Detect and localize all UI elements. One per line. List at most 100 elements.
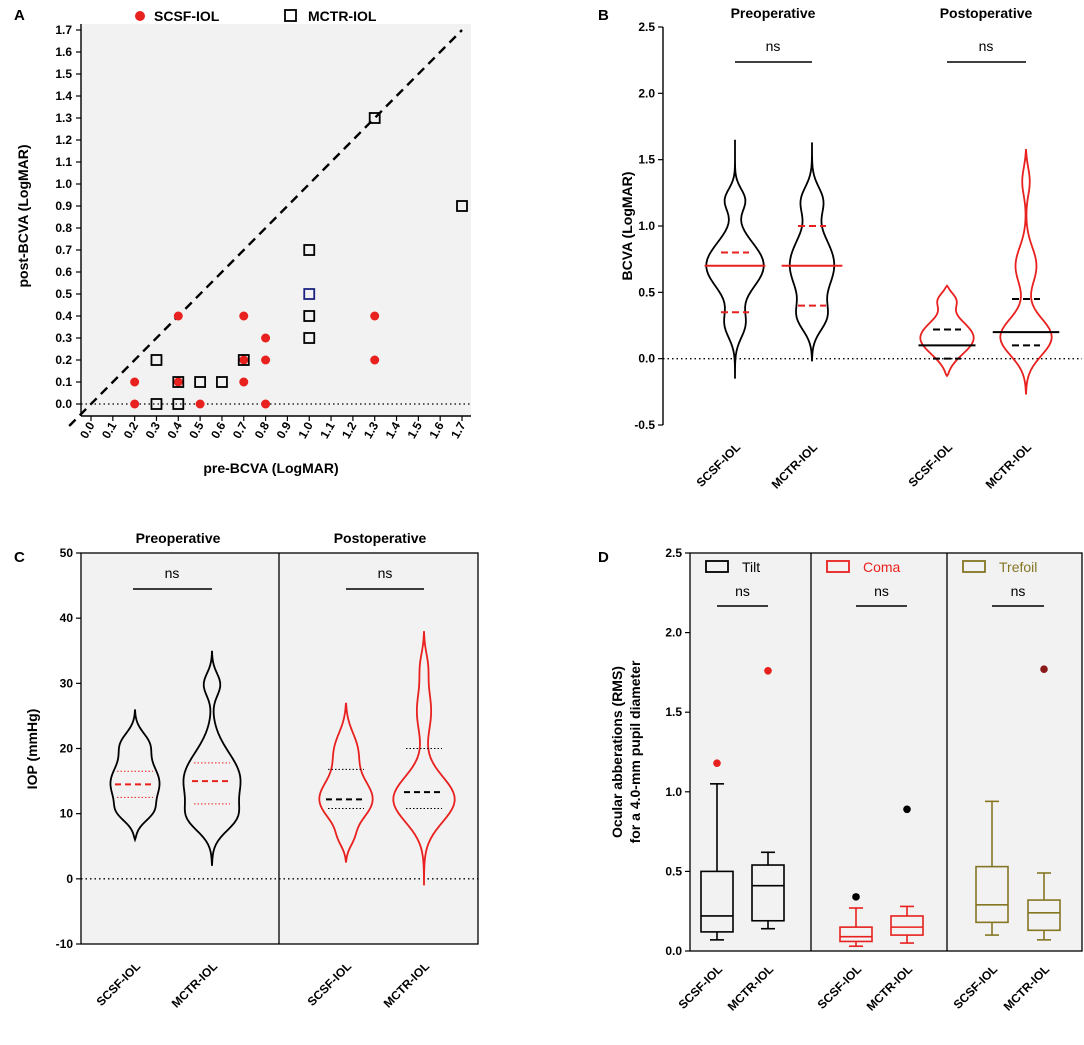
y-tick-label-a: 0.1 — [55, 375, 72, 389]
y-tick-label-a: 0.0 — [55, 397, 72, 411]
point-mctr — [303, 244, 316, 256]
y-tick-label-a: 0.8 — [55, 221, 72, 235]
violin-b — [999, 148, 1053, 395]
point-mctr — [150, 398, 163, 410]
legend-label-d: Tilt — [742, 559, 760, 575]
x-tick-label-a: 0.4 — [164, 419, 185, 441]
violin-c — [109, 709, 161, 843]
point-mctr — [150, 354, 163, 366]
y-tick-label-c: 40 — [60, 611, 74, 625]
y-tick-label-b: -0.5 — [634, 418, 655, 432]
y-tick-label-a: 1.0 — [55, 177, 72, 191]
y-tick-label-d: 0.5 — [665, 864, 682, 878]
ns-label-d: ns — [1011, 583, 1026, 599]
x-tick-label-a: 0.2 — [121, 419, 142, 441]
y-tick-label-a: 1.6 — [55, 45, 72, 59]
box-d — [839, 926, 873, 943]
outlier-d — [1040, 665, 1048, 674]
x-tick-label-a: 1.7 — [448, 419, 469, 441]
x-tick-label-b: MCTR-IOL — [769, 440, 820, 491]
violin-b — [919, 284, 975, 378]
point-scsf — [370, 311, 380, 321]
point-scsf — [370, 355, 380, 365]
y-axis-title-c: IOP (mmHg) — [24, 709, 40, 790]
outlier-d — [713, 759, 721, 767]
point-mctr — [456, 200, 468, 212]
point-mctr — [368, 112, 381, 124]
x-tick-label-a: 1.3 — [361, 419, 382, 441]
box-d — [1027, 899, 1061, 932]
violin-c — [392, 631, 456, 886]
point-mctr — [172, 376, 185, 388]
x-tick-label-a: 0.3 — [143, 419, 164, 441]
legend-marker-d — [826, 560, 850, 573]
group-title-b-post: Postoperative — [940, 5, 1033, 21]
y-tick-label-c: 20 — [60, 742, 74, 756]
point-scsf — [130, 399, 140, 409]
ns-label-b: ns — [766, 38, 781, 54]
box-d — [890, 915, 924, 936]
y-tick-label-c: 50 — [60, 546, 74, 560]
identity-line-a — [68, 29, 463, 427]
y-tick-label-b: 2.5 — [638, 20, 655, 34]
violin-b — [788, 142, 836, 362]
panel-label-d: D — [598, 549, 609, 566]
point-scsf — [130, 377, 140, 387]
x-tick-label-d: SCSF-IOL — [951, 962, 1000, 1011]
x-tick-label-a: 1.4 — [383, 419, 404, 441]
y-tick-label-d: 1.0 — [665, 785, 682, 799]
point-scsf — [173, 377, 183, 387]
x-tick-label-a: 0.6 — [208, 419, 229, 441]
x-tick-label-c: MCTR-IOL — [381, 959, 432, 1010]
legend-marker-scsf — [135, 11, 145, 21]
x-tick-label-d: SCSF-IOL — [815, 962, 864, 1011]
y-tick-label-c: -10 — [56, 937, 74, 951]
point-scsf — [261, 355, 271, 365]
y-tick-label-d: 1.5 — [665, 705, 682, 719]
x-tick-label-a: 0.5 — [186, 419, 207, 441]
ns-label-d: ns — [735, 583, 750, 599]
y-tick-label-c: 0 — [66, 872, 73, 886]
y-tick-label-a: 0.5 — [55, 287, 72, 301]
plot-area-a — [81, 24, 471, 416]
x-tick-label-d: MCTR-IOL — [1001, 962, 1052, 1013]
group-title-b-pre: Preoperative — [731, 5, 816, 21]
legend-marker-d — [962, 560, 986, 573]
x-tick-label-a: 1.5 — [404, 419, 425, 441]
x-tick-label-a: 1.1 — [317, 419, 338, 441]
point-scsf — [195, 399, 205, 409]
point-scsf — [261, 333, 271, 343]
group-title-c-post: Postoperative — [334, 530, 427, 546]
point-mctr — [216, 376, 228, 388]
y-tick-label-a: 0.3 — [55, 331, 72, 345]
y-tick-label-b: 2.0 — [638, 86, 655, 100]
ns-label-c: ns — [165, 565, 180, 581]
outlier-d — [903, 805, 911, 814]
y-axis-title-a: post-BCVA (LogMAR) — [15, 144, 31, 287]
point-scsf — [239, 311, 249, 321]
x-tick-label-a: 0.7 — [230, 419, 251, 441]
x-axis-title-a: pre-BCVA (LogMAR) — [203, 460, 338, 476]
legend-label-scsf: SCSF-IOL — [154, 8, 220, 24]
ns-label-c: ns — [378, 565, 393, 581]
x-tick-label-a: 1.2 — [339, 419, 360, 441]
y-tick-label-a: 1.2 — [55, 133, 72, 147]
y-axis-title-d-line1: Ocular abberations (RMS) — [609, 666, 625, 838]
violin-c — [318, 702, 374, 863]
y-tick-label-a: 0.6 — [55, 265, 72, 279]
point-mctr — [172, 398, 185, 410]
point-mctr — [303, 288, 316, 300]
group-title-c-pre: Preoperative — [136, 530, 221, 546]
y-tick-label-a: 0.9 — [55, 199, 72, 213]
point-mctr — [237, 354, 250, 366]
y-tick-label-b: 1.5 — [638, 153, 655, 167]
y-tick-label-a: 1.3 — [55, 111, 72, 125]
y-tick-label-c: 10 — [60, 807, 74, 821]
x-tick-label-d: SCSF-IOL — [676, 962, 725, 1011]
y-tick-label-a: 1.4 — [55, 89, 72, 103]
y-axis-title-d-line2: for a 4.0-mm pupil diameter — [627, 660, 643, 843]
x-tick-label-c: MCTR-IOL — [169, 959, 220, 1010]
x-tick-label-c: SCSF-IOL — [94, 959, 143, 1008]
x-tick-label-a: 0.0 — [77, 419, 98, 441]
